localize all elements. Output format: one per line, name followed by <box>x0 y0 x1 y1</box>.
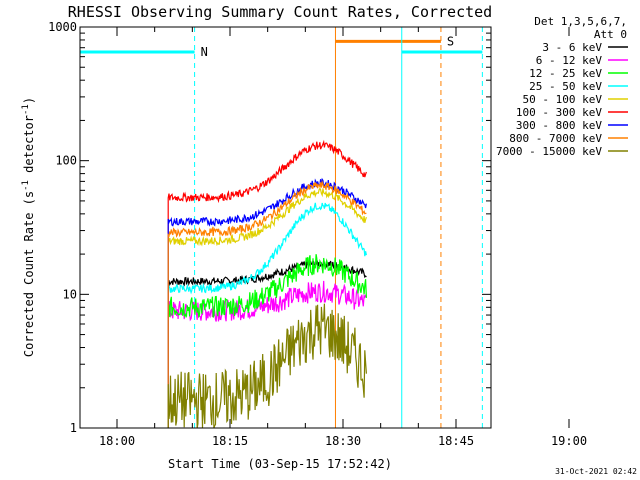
series-line <box>167 179 367 428</box>
legend-header: Att 0 <box>594 28 627 41</box>
event-label: S <box>447 34 454 48</box>
series-line <box>167 303 367 428</box>
legend-entry-label: 50 - 100 keV <box>523 93 603 106</box>
event-label: N <box>201 45 208 59</box>
legend-entry-label: 6 - 12 keV <box>536 54 603 67</box>
legend-header: Det 1,3,5,6,7, <box>534 15 627 28</box>
x-tick-label: 18:45 <box>438 434 474 448</box>
x-tick-label: 19:00 <box>551 434 587 448</box>
footer-date: 31-Oct-2021 02:42 <box>555 467 637 476</box>
legend-entry-label: 7000 - 15000 keV <box>496 145 602 158</box>
legend-entry-label: 12 - 25 keV <box>529 67 602 80</box>
x-tick-label: 18:00 <box>99 434 135 448</box>
series-line <box>167 259 367 428</box>
y-tick-label: 1 <box>70 421 77 435</box>
series-line <box>167 202 367 428</box>
series-line <box>167 280 367 428</box>
y-tick-label: 10 <box>63 287 77 301</box>
legend-entry-label: 300 - 800 keV <box>516 119 602 132</box>
series-line <box>167 187 367 428</box>
x-axis-label: Start Time (03-Sep-15 17:52:42) <box>168 457 392 471</box>
legend-entry-label: 3 - 6 keV <box>542 41 602 54</box>
x-tick-label: 18:15 <box>212 434 248 448</box>
y-tick-label: 100 <box>55 154 77 168</box>
axes: 110100100018:0018:1518:3018:4519:0019:15… <box>48 20 587 448</box>
chart-title: RHESSI Observing Summary Count Rates, Co… <box>68 3 492 21</box>
y-tick-label: 1000 <box>48 20 77 34</box>
series-line <box>167 254 367 428</box>
legend-entry-label: 800 - 7000 keV <box>509 132 602 145</box>
series-line <box>167 139 367 428</box>
data-region: NS <box>80 27 483 428</box>
x-tick-label: 18:30 <box>325 434 361 448</box>
plot-area: NS <box>80 27 483 428</box>
legend-entry-label: 25 - 50 keV <box>529 80 602 93</box>
series-line <box>167 177 367 428</box>
legend-entry-label: 100 - 300 keV <box>516 106 602 119</box>
plot-frame <box>79 26 492 429</box>
y-axis-label: Corrected Count Rate (s-1 detector-1) <box>21 97 36 357</box>
